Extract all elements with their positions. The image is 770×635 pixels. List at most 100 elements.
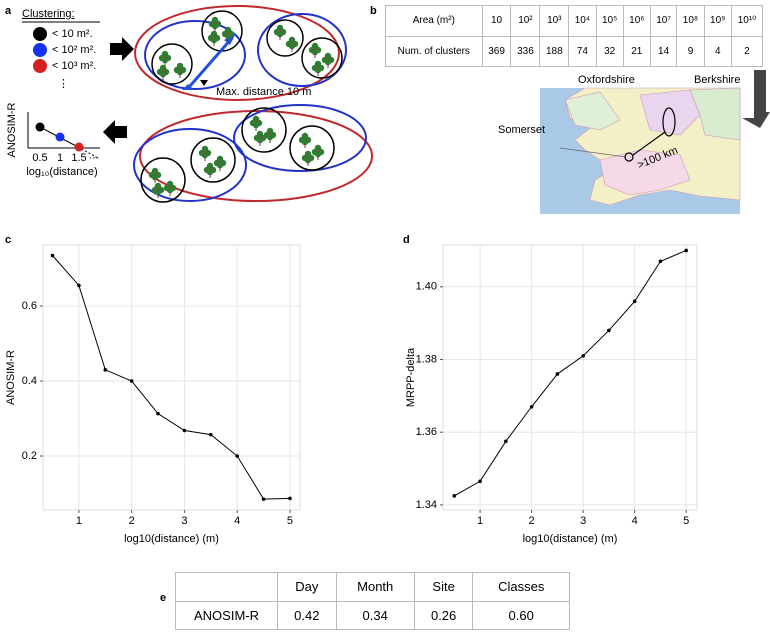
site-marker: [662, 107, 676, 137]
cluster-black: [201, 10, 243, 52]
mini-point: [55, 132, 65, 142]
table-row: Num. of clusters 369 336 188 74 32 21 14 9 4 2: [385, 35, 764, 67]
table-header: 10⁸: [676, 5, 705, 37]
tree-crown: [324, 58, 332, 66]
tree: [301, 150, 315, 166]
legend-item: < 10 m².: [52, 28, 93, 40]
tree-fruit: [260, 136, 262, 138]
tree-crown: [224, 32, 232, 40]
tree-fruit: [318, 150, 320, 152]
table-cell: 0.60: [472, 600, 570, 630]
table-header: 10²: [510, 5, 541, 37]
table-cell: 14: [649, 35, 678, 67]
tree-crown: [201, 151, 209, 159]
x-tick-label: 1: [477, 515, 483, 527]
plot-area: [442, 244, 698, 511]
tree-crown: [210, 36, 218, 44]
data-point: [288, 496, 292, 501]
tree: [207, 30, 221, 46]
panel-label: e: [160, 592, 166, 604]
tree-crown: [256, 130, 264, 138]
data-point: [182, 428, 187, 433]
tree-crown: [324, 52, 332, 60]
mini-x-tick: 0.5: [32, 152, 47, 164]
arrowhead: [182, 84, 194, 90]
y-tick-label: 1.34: [416, 499, 437, 511]
table-header: 10⁹: [703, 5, 732, 37]
cluster-black: [301, 37, 343, 79]
data-point: [504, 439, 508, 444]
tree-crown: [166, 186, 174, 194]
data-point: [529, 404, 534, 409]
tree-crown: [304, 150, 312, 158]
table-cell: 0.26: [413, 600, 474, 630]
tree: [285, 36, 299, 52]
x-tick-label: 5: [683, 515, 689, 527]
cluster-red: [134, 5, 340, 101]
y-tick-label: 1.38: [416, 353, 437, 365]
tree-fruit: [163, 70, 165, 72]
map-label: Somerset: [498, 124, 545, 136]
tree-fruit: [328, 58, 330, 60]
tree-fruit: [155, 173, 157, 175]
tree-fruit: [220, 161, 222, 163]
cluster-blue: [233, 104, 367, 172]
tree: [253, 130, 267, 146]
map-label: Oxfordshire: [578, 74, 635, 86]
row-label: ANOSIM-R: [175, 600, 278, 630]
cluster-black: [289, 125, 335, 171]
data-point: [261, 497, 266, 501]
tree: [208, 16, 222, 32]
data-point: [555, 372, 560, 376]
tree: [308, 42, 322, 58]
mini-x-tick: 1.5: [71, 152, 86, 164]
tree-crown: [288, 36, 296, 44]
cluster-blue: [257, 13, 347, 87]
mini-x-label: log₁₀(distance): [26, 166, 97, 178]
table-cell: 4: [703, 35, 732, 67]
row-label: Num. of clusters: [385, 35, 483, 67]
table-cell: 0.34: [335, 600, 415, 630]
tree-fruit: [158, 188, 160, 190]
tree: [273, 24, 287, 40]
x-axis-title: log10(distance) (m): [124, 533, 219, 545]
tree-fruit: [256, 121, 258, 123]
leader: [559, 147, 627, 158]
table-header: 10⁵: [595, 5, 624, 37]
tree-fruit: [318, 66, 320, 68]
tree-fruit: [280, 30, 282, 32]
tree-crown: [256, 136, 264, 144]
tree: [311, 60, 325, 76]
table-corner: [175, 572, 278, 602]
tree: [221, 26, 235, 42]
data-point: [156, 411, 160, 416]
y-axis-title: ANOSIM-R: [5, 350, 17, 405]
map-region: [689, 87, 741, 141]
tree-fruit: [292, 42, 294, 44]
tree: [158, 50, 172, 66]
tree-crown: [154, 182, 162, 190]
x-tick-label: 4: [234, 515, 240, 527]
tree-crown: [151, 173, 159, 181]
y-tick-label: 0.6: [22, 300, 37, 312]
cluster-red: [139, 110, 373, 202]
x-tick-label: 4: [632, 515, 638, 527]
tree-crown: [159, 70, 167, 78]
arrow: [742, 70, 770, 128]
tree-crown: [201, 145, 209, 153]
tree-fruit: [165, 56, 167, 58]
tree-crown: [276, 24, 284, 32]
table-row: Area (m²) 10 10² 10³ 10⁴ 10⁵ 10⁶ 10⁷ 10⁸ 10⁹ 10¹⁰: [385, 5, 764, 37]
cluster-black: [241, 107, 287, 153]
table-cell: 21: [622, 35, 651, 67]
data-point: [581, 354, 585, 358]
data-line: [52, 255, 290, 500]
table-header: 10⁶: [622, 5, 651, 37]
tree-fruit: [214, 36, 216, 38]
tree-crown: [276, 30, 284, 38]
cluster-black: [190, 137, 236, 183]
tree-crown: [206, 162, 214, 170]
tree-crown: [252, 121, 260, 129]
map-region: [599, 149, 691, 196]
tree: [198, 145, 212, 161]
